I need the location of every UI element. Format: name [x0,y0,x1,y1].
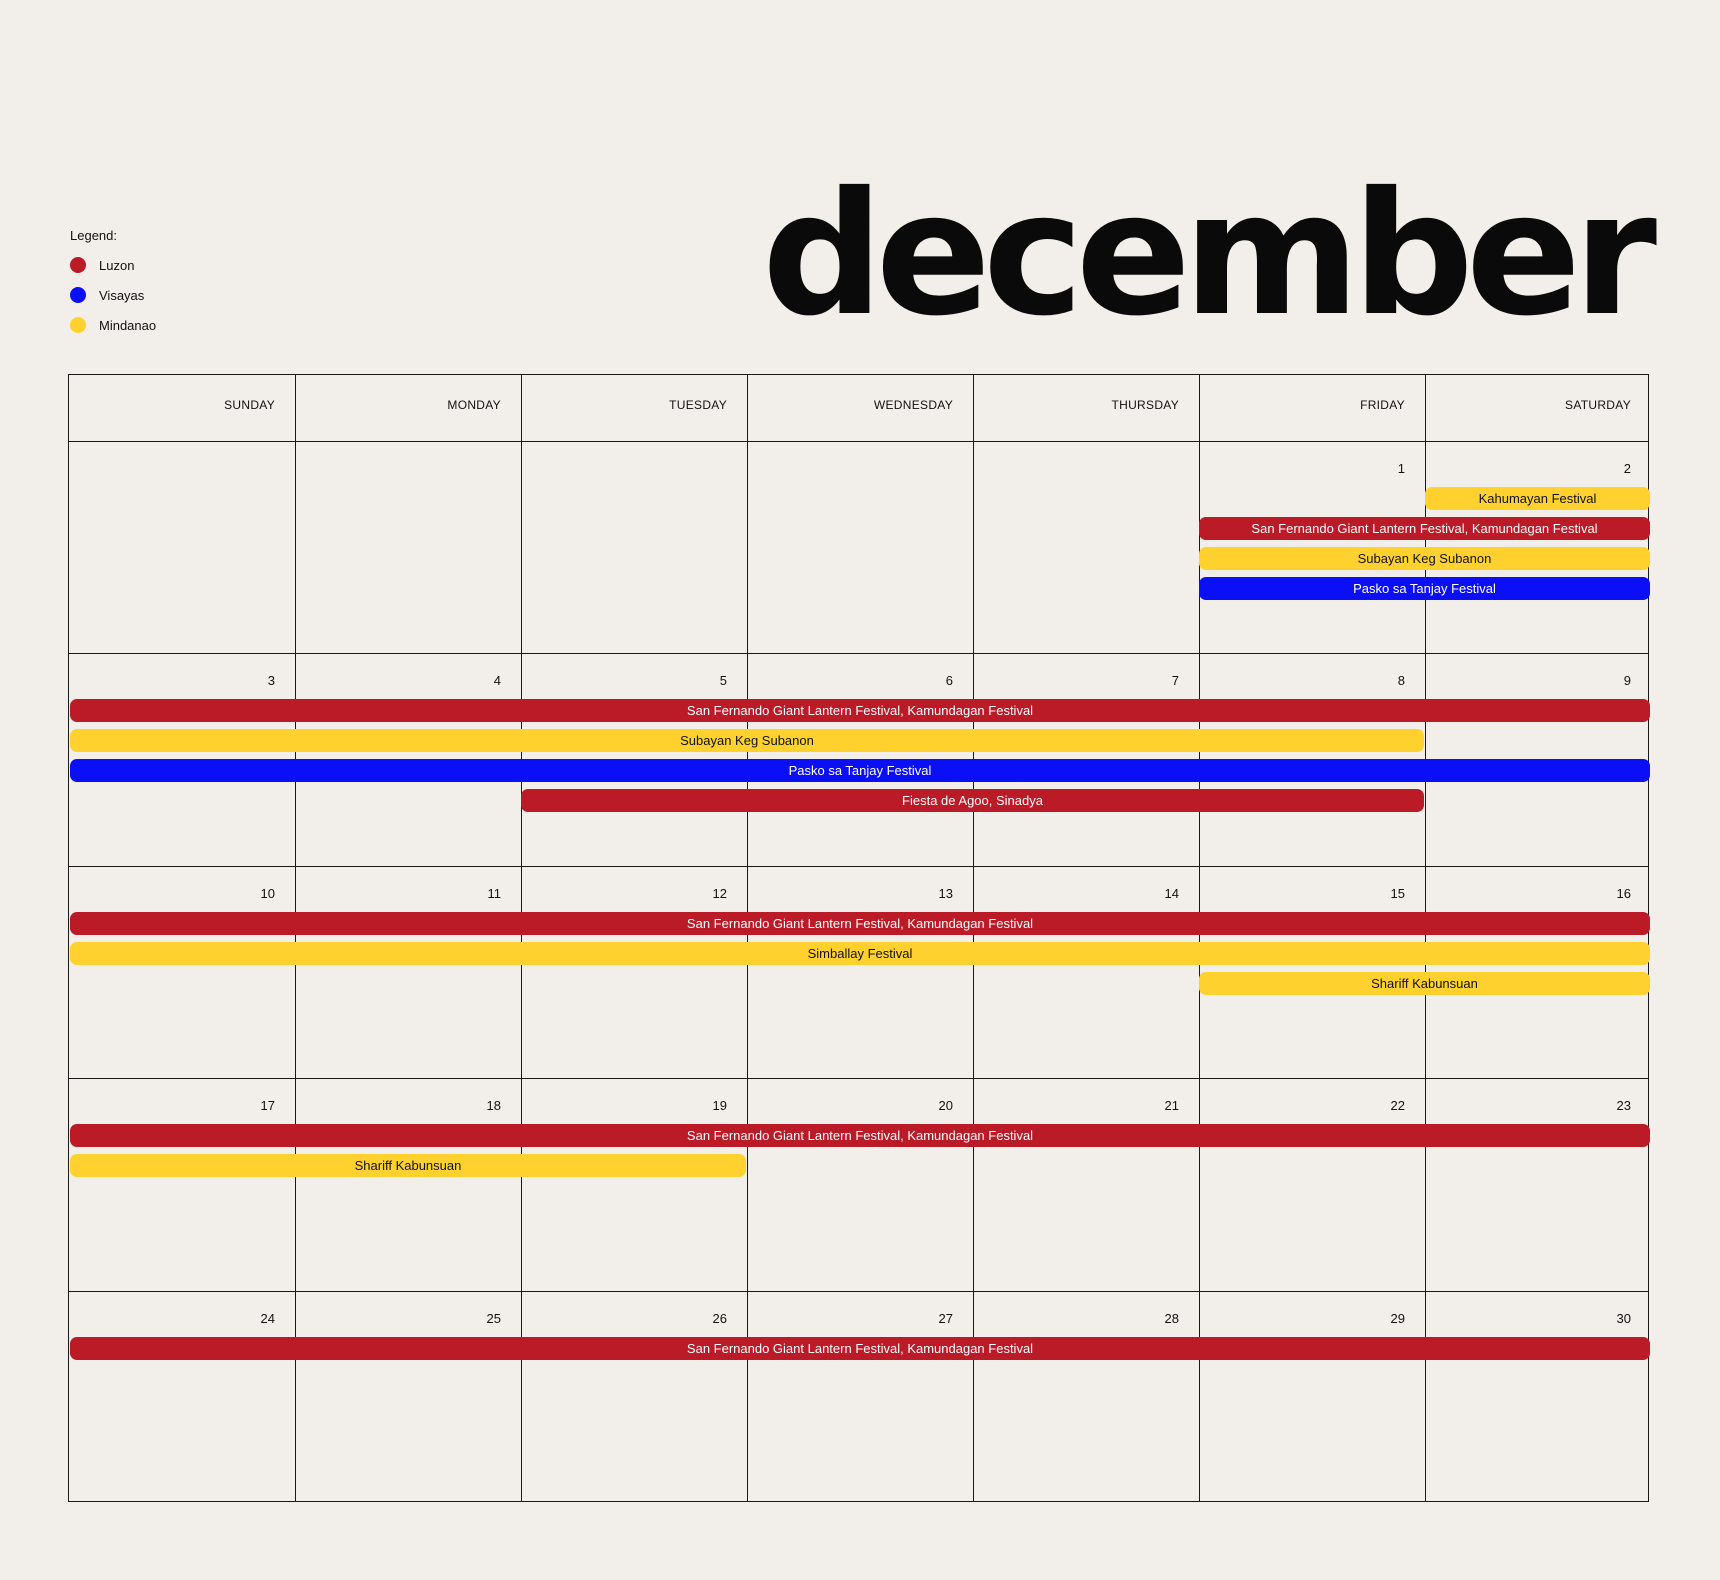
day-header-friday: FRIDAY [1360,398,1405,412]
day-header-tuesday: TUESDAY [669,398,727,412]
date-number: 27 [938,1310,953,1326]
legend-item-luzon: Luzon [70,257,156,273]
date-number: 28 [1164,1310,1179,1326]
legend-item-visayas: Visayas [70,287,156,303]
day-header-monday: MONDAY [447,398,501,412]
date-number: 23 [1616,1098,1631,1114]
grid-column-line [1425,375,1426,1501]
date-number: 15 [1390,885,1405,901]
date-number: 7 [1171,673,1179,689]
event-bar-mindanao[interactable]: Shariff Kabunsuan [1199,971,1650,995]
event-bar-mindanao[interactable]: Kahumayan Festival [1425,487,1650,510]
date-number: 6 [945,673,953,689]
day-header-sunday: SUNDAY [224,398,275,412]
event-bar-luzon[interactable]: San Fernando Giant Lantern Festival, Kam… [70,911,1650,935]
date-number: 11 [487,885,502,901]
day-header-wednesday: WEDNESDAY [873,398,953,412]
legend-title: Legend: [70,228,117,243]
date-number: 24 [260,1310,275,1326]
date-number: 16 [1616,885,1631,901]
legend-item-mindanao: Mindanao [70,317,156,333]
date-number: 26 [712,1310,727,1326]
date-number: 4 [493,673,501,689]
grid-column-line [973,375,974,1501]
event-bar-luzon[interactable]: San Fernando Giant Lantern Festival, Kam… [1199,517,1650,540]
date-number: 17 [260,1098,275,1114]
date-number: 22 [1390,1098,1405,1114]
grid-column-line [295,375,296,1501]
event-bar-mindanao[interactable]: Subayan Keg Subanon [1199,547,1650,570]
day-header-saturday: SATURDAY [1565,398,1631,412]
legend: Legend: Luzon Visayas Mindanao [70,228,156,347]
date-number: 19 [712,1098,727,1114]
date-number: 3 [267,673,275,689]
event-bar-luzon[interactable]: San Fernando Giant Lantern Festival, Kam… [70,1336,1650,1360]
grid-column-line [1199,375,1200,1501]
mindanao-dot-icon [70,317,86,333]
date-number: 2 [1623,461,1631,476]
event-bar-luzon[interactable]: San Fernando Giant Lantern Festival, Kam… [70,1124,1650,1148]
event-bar-mindanao[interactable]: Simballay Festival [70,941,1650,965]
grid-row-line [69,865,1648,867]
date-number: 9 [1623,673,1631,689]
event-bar-visayas[interactable]: Pasko sa Tanjay Festival [1199,577,1650,600]
event-bar-visayas[interactable]: Pasko sa Tanjay Festival [70,759,1650,783]
grid-row-line [69,653,1648,655]
grid-row-line [69,1078,1648,1080]
date-number: 29 [1390,1310,1405,1326]
grid-row-line [69,441,1648,442]
event-bar-luzon[interactable]: San Fernando Giant Lantern Festival, Kam… [70,699,1650,723]
date-number: 18 [486,1098,501,1114]
legend-label: Visayas [99,287,145,303]
date-number: 21 [1164,1098,1179,1114]
luzon-dot-icon [70,257,86,273]
grid-row-line [69,1290,1648,1292]
legend-label: Mindanao [99,317,157,333]
day-header-thursday: THURSDAY [1111,398,1179,412]
visayas-dot-icon [70,287,86,303]
legend-label: Luzon [99,257,135,273]
event-bar-luzon[interactable]: Fiesta de Agoo, Sinadya [521,789,1424,813]
date-number: 30 [1616,1310,1631,1326]
date-number: 1 [1397,461,1405,476]
date-number: 5 [719,673,727,689]
date-number: 13 [938,885,953,901]
date-number: 25 [486,1310,501,1326]
grid-column-line [521,375,522,1501]
event-bar-mindanao[interactable]: Shariff Kabunsuan [70,1154,746,1178]
date-number: 14 [1164,885,1179,901]
month-title: december [761,156,1657,354]
date-number: 12 [712,885,727,901]
date-number: 20 [938,1098,953,1114]
date-number: 8 [1397,673,1405,689]
grid-column-line [747,375,748,1501]
event-bar-mindanao[interactable]: Subayan Keg Subanon [70,729,1424,753]
calendar-grid: SUNDAY MONDAY TUESDAY WEDNESDAY THURSDAY FRID… [68,374,1650,1502]
date-number: 10 [260,885,275,901]
